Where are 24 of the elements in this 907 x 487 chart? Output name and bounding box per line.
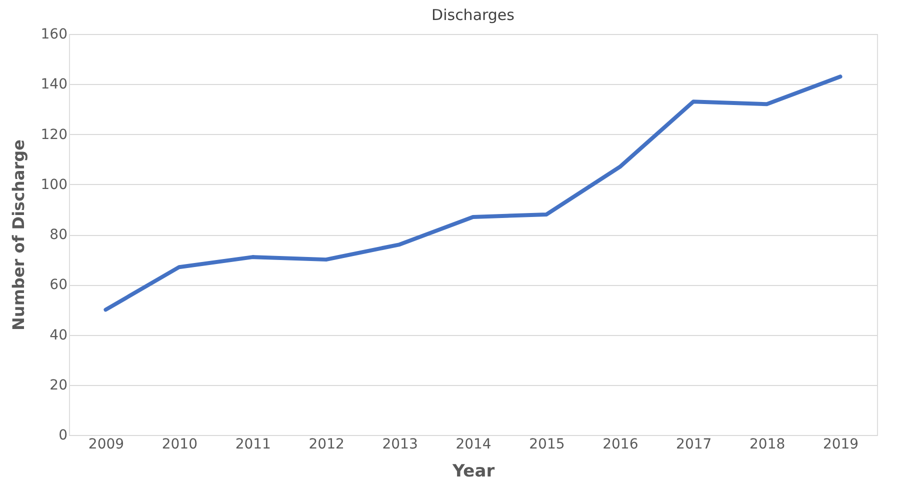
line-series (104, 74, 842, 312)
y-tick-label: 120 (40, 126, 68, 143)
y-tick-label: 20 (50, 377, 68, 394)
y-tick-label: 40 (50, 327, 68, 344)
x-tick-label: 2013 (382, 436, 418, 452)
x-tick-label: 2011 (235, 436, 271, 452)
x-tick-label: 2018 (750, 436, 786, 452)
y-tick-label: 60 (50, 277, 68, 294)
x-tick-label: 2016 (602, 436, 638, 452)
y-tick-label: 0 (58, 428, 68, 444)
x-tick-label: 2017 (676, 436, 712, 452)
y-tick-label: 80 (50, 227, 68, 243)
x-tick-label: 2012 (308, 436, 344, 452)
x-axis-title: Year (451, 462, 496, 482)
x-tick-label: 2009 (88, 436, 124, 452)
y-tick-label: 160 (40, 26, 68, 42)
x-tick-label: 2010 (162, 436, 198, 452)
chart-title: Discharges (432, 6, 515, 24)
x-tick-label: 2019 (822, 436, 859, 452)
x-tick-label: 2015 (529, 436, 565, 452)
x-tick-label: 2014 (456, 436, 492, 452)
y-tick-label: 100 (40, 176, 68, 193)
y-axis-title: Number of Discharge (8, 139, 28, 330)
y-tick-label: 140 (40, 76, 68, 93)
